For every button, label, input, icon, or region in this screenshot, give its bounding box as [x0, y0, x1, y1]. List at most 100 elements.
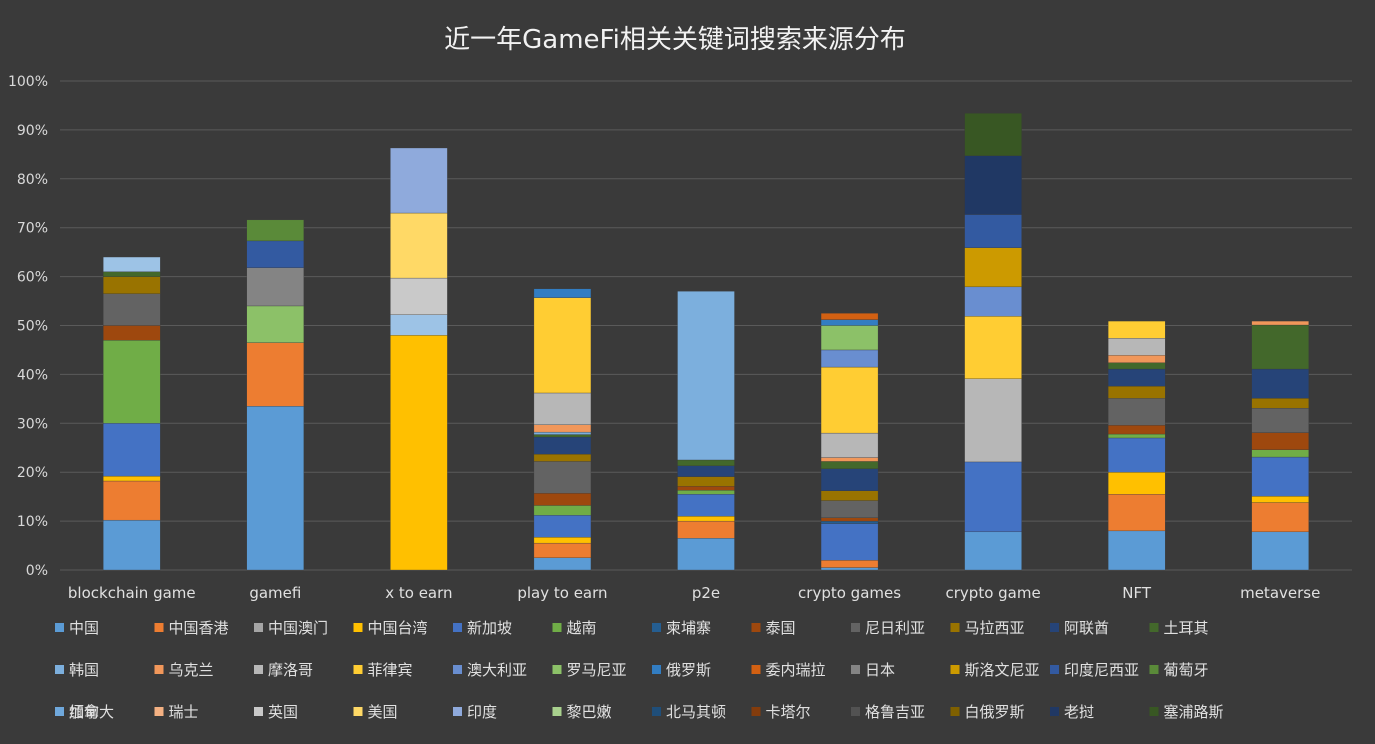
bar-segment[interactable] [1108, 437, 1166, 473]
bar-segment[interactable] [103, 293, 161, 326]
bar-segment[interactable] [677, 291, 735, 461]
bar-segment[interactable] [103, 256, 161, 272]
bar-segment[interactable] [964, 247, 1022, 288]
bar-segment[interactable] [1251, 449, 1309, 458]
bar-segment[interactable] [533, 297, 592, 394]
bar-segment[interactable] [677, 538, 735, 571]
bar-segment[interactable] [820, 461, 879, 469]
bar-segment[interactable] [103, 480, 161, 521]
bar-segment[interactable] [533, 453, 592, 462]
bar-segment[interactable] [1108, 368, 1166, 387]
bar-segment[interactable] [1108, 385, 1166, 399]
bar-segment[interactable] [103, 271, 161, 277]
bar-segment[interactable] [1108, 472, 1166, 495]
bar-segment[interactable] [677, 520, 735, 539]
bar-segment[interactable] [103, 475, 161, 482]
y-tick-label: 80% [17, 172, 48, 188]
bar-segment[interactable] [677, 490, 735, 495]
bar-segment[interactable] [1251, 407, 1309, 433]
bar-segment[interactable] [533, 461, 592, 494]
bar-segment[interactable] [1108, 362, 1166, 370]
bar-segment[interactable] [820, 366, 879, 434]
bar-segment[interactable] [533, 505, 592, 516]
bar-segment[interactable] [1108, 425, 1166, 435]
bar-segment[interactable] [1251, 456, 1309, 497]
bar-segment[interactable] [533, 392, 592, 425]
bar-segment[interactable] [677, 465, 735, 477]
bar-segment[interactable] [533, 288, 592, 298]
bar-segment[interactable] [533, 557, 592, 571]
bar-segment[interactable] [677, 486, 735, 491]
bar-segment[interactable] [390, 335, 448, 571]
bar-segment[interactable] [103, 423, 161, 477]
bar-segment[interactable] [1251, 496, 1309, 503]
bar-segment[interactable] [1251, 324, 1309, 370]
bar-segment[interactable] [820, 567, 879, 571]
bar-segment[interactable] [677, 459, 735, 466]
bar-segment[interactable] [103, 519, 161, 571]
bar-segment[interactable] [964, 286, 1022, 317]
legend-label: 格鲁吉亚 [865, 703, 925, 721]
bar-segment[interactable] [246, 406, 304, 571]
bar-segment[interactable] [103, 325, 161, 341]
bar-segment[interactable] [533, 537, 592, 544]
bar-segment[interactable] [677, 516, 735, 522]
bar-segment[interactable] [820, 500, 879, 518]
bar-segment[interactable] [246, 267, 304, 307]
bar-segment[interactable] [964, 113, 1022, 156]
bar-segment[interactable] [1251, 368, 1309, 399]
bar-segment[interactable] [820, 349, 879, 368]
bar-segment[interactable] [677, 494, 735, 517]
bar-segment[interactable] [1108, 320, 1166, 339]
bar-segment[interactable] [1251, 432, 1309, 450]
bar-segment[interactable] [1251, 320, 1309, 326]
bar-segment[interactable] [533, 431, 592, 435]
bar-segment[interactable] [533, 424, 592, 433]
bar-segment[interactable] [1108, 338, 1166, 356]
bar-segment[interactable] [1251, 398, 1309, 409]
bar-segment[interactable] [390, 212, 448, 279]
bar-segment[interactable] [1108, 530, 1166, 571]
bar-segment[interactable] [1108, 398, 1166, 426]
bar-segment[interactable] [390, 147, 448, 214]
y-tick-label: 20% [17, 465, 48, 481]
bar-segment[interactable] [246, 219, 304, 242]
bar-segment[interactable] [820, 468, 879, 491]
bar-segment[interactable] [390, 277, 448, 315]
bar-segment[interactable] [246, 305, 304, 343]
bar-segment[interactable] [390, 314, 448, 336]
bar-segment[interactable] [820, 520, 879, 524]
bar-segment[interactable] [533, 493, 592, 506]
bar-segment[interactable] [677, 476, 735, 487]
bar-segment[interactable] [1251, 531, 1309, 571]
bar-segment[interactable] [820, 560, 879, 568]
bar-segment[interactable] [820, 325, 879, 351]
bar-segment[interactable] [1108, 433, 1166, 439]
bar-segment[interactable] [964, 214, 1022, 248]
bar-segment[interactable] [820, 517, 879, 522]
bar-segment[interactable] [820, 490, 879, 501]
bar-segment[interactable] [246, 240, 304, 268]
bar-segment[interactable] [820, 457, 879, 462]
bar-segment[interactable] [820, 432, 879, 458]
bar-segment[interactable] [533, 542, 592, 558]
bar-segment[interactable] [533, 436, 592, 455]
bar-segment[interactable] [964, 378, 1022, 463]
bar-segment[interactable] [820, 523, 879, 561]
bar-segment[interactable] [103, 340, 161, 424]
bar-segment[interactable] [820, 319, 879, 326]
legend-swatch [353, 707, 363, 716]
bar-segment[interactable] [964, 461, 1022, 533]
bar-segment[interactable] [1251, 502, 1309, 533]
bar-segment[interactable] [964, 316, 1022, 379]
bar-segment[interactable] [246, 342, 304, 407]
bar-segment[interactable] [103, 276, 161, 294]
bar-segment[interactable] [1108, 494, 1166, 532]
bar-segment[interactable] [533, 515, 592, 538]
bar-segment[interactable] [1108, 355, 1166, 363]
bar-segment[interactable] [533, 434, 592, 438]
bar-segment[interactable] [964, 155, 1022, 215]
bar-segment[interactable] [820, 313, 879, 320]
bar-segment[interactable] [964, 531, 1022, 571]
y-tick-label: 70% [17, 221, 48, 237]
